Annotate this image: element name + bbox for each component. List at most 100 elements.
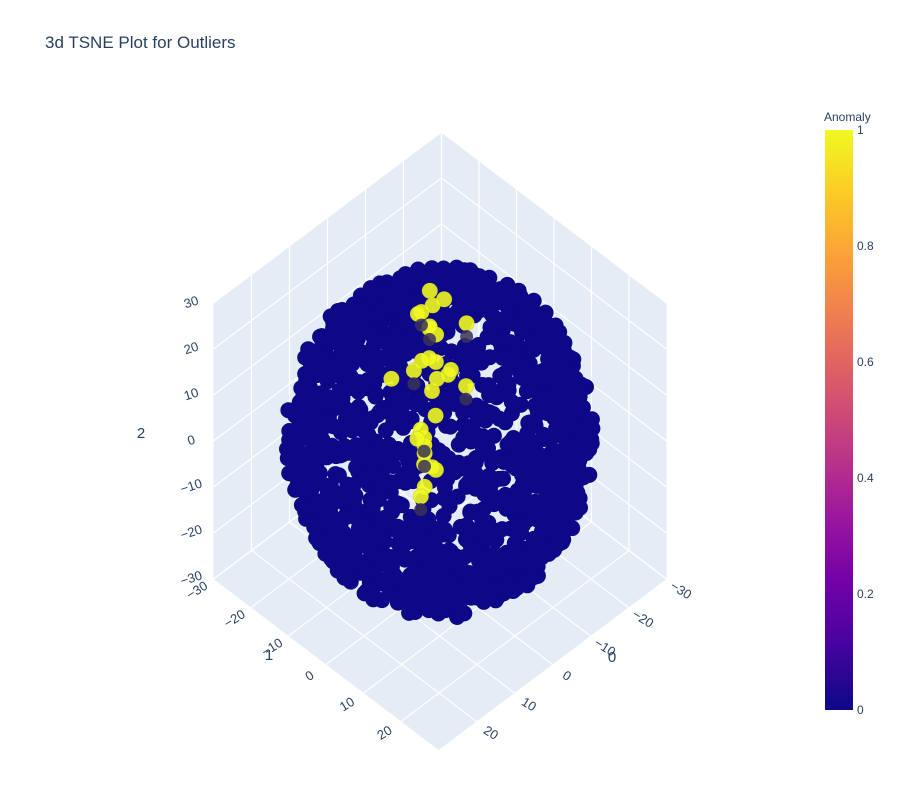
point-normal	[382, 474, 399, 491]
point-normal	[345, 296, 362, 313]
y-axis-title: 1	[265, 647, 273, 664]
point-normal	[433, 310, 449, 327]
point-normal	[359, 356, 376, 373]
point-normal	[442, 418, 459, 435]
point-normal	[490, 470, 507, 487]
point-normal	[550, 534, 567, 551]
point-normal	[486, 329, 503, 346]
point-normal	[393, 400, 410, 417]
point-normal	[497, 579, 514, 595]
point-normal	[419, 557, 436, 574]
point-normal	[560, 464, 577, 481]
point-normal	[555, 349, 572, 366]
point-normal	[468, 397, 485, 414]
point-normal	[481, 387, 498, 403]
point-normal	[304, 453, 321, 470]
point-normal	[502, 558, 519, 575]
point-normal	[367, 388, 384, 405]
point-normal	[455, 416, 472, 433]
point-normal	[525, 530, 542, 547]
point-normal	[556, 451, 573, 468]
point-normal	[358, 526, 375, 543]
x-tick-label: 10	[519, 694, 539, 714]
point-normal	[418, 459, 431, 473]
point-normal	[461, 299, 478, 316]
point-normal	[350, 398, 367, 415]
point-normal	[385, 412, 402, 429]
point-normal	[434, 568, 451, 585]
point-normal	[557, 370, 574, 387]
point-normal	[528, 469, 545, 485]
point-anomaly	[424, 297, 441, 314]
point-normal	[488, 546, 505, 563]
point-normal	[403, 410, 420, 427]
z-axis-title: 2	[137, 425, 145, 442]
point-normal	[414, 503, 428, 517]
point-normal	[413, 542, 430, 559]
grid-line-z	[213, 131, 442, 304]
point-normal	[364, 410, 381, 427]
point-normal	[460, 455, 477, 472]
point-normal	[345, 492, 362, 509]
point-normal	[420, 511, 437, 528]
point-normal	[331, 382, 348, 399]
grid-line-z	[441, 177, 667, 350]
point-normal	[475, 501, 492, 518]
point-normal	[473, 354, 490, 371]
point-normal	[414, 577, 431, 594]
point-normal	[366, 324, 383, 341]
point-normal	[370, 491, 387, 508]
point-normal	[285, 442, 302, 459]
point-normal	[337, 327, 354, 344]
point-normal	[458, 477, 475, 493]
point-normal	[444, 581, 461, 598]
point-normal	[328, 448, 345, 465]
point-normal	[382, 566, 399, 583]
point-anomaly	[427, 407, 444, 424]
point-normal	[542, 472, 559, 489]
point-normal	[441, 553, 458, 570]
z-tick-label: −10	[178, 475, 204, 496]
point-normal	[313, 421, 330, 438]
point-normal	[435, 490, 452, 507]
point-normal	[389, 594, 406, 611]
point-normal	[351, 318, 368, 334]
point-normal	[430, 582, 447, 599]
point-normal	[366, 565, 383, 582]
point-normal	[535, 431, 552, 448]
point-normal	[459, 392, 473, 406]
x-tick-label: −20	[630, 606, 657, 630]
point-normal	[320, 408, 337, 425]
axis-titles: 0 1 2	[137, 425, 616, 666]
z-tick-label: −20	[178, 521, 204, 542]
point-anomaly	[383, 370, 400, 387]
point-normal	[460, 330, 474, 343]
point-normal	[485, 427, 502, 444]
x-tick-label: 0	[560, 667, 574, 684]
grid-line-y	[400, 550, 630, 722]
data-points	[279, 259, 601, 625]
point-normal	[503, 394, 520, 410]
point-normal	[396, 474, 413, 490]
point-normal	[527, 397, 544, 414]
point-normal	[503, 405, 520, 422]
point-normal	[321, 328, 338, 345]
y-tick-label: 20	[374, 722, 394, 742]
point-normal	[488, 531, 505, 548]
grid-line-z	[441, 131, 667, 304]
point-normal	[417, 444, 431, 458]
point-normal	[336, 565, 353, 582]
point-normal	[350, 383, 367, 400]
point-normal	[511, 434, 528, 451]
z-tick-label: −30	[178, 567, 204, 588]
point-normal	[542, 507, 558, 524]
point-normal	[393, 528, 410, 545]
point-normal	[498, 500, 515, 517]
point-normal	[331, 544, 348, 561]
point-normal	[543, 444, 560, 461]
point-normal	[468, 540, 484, 557]
colorbar-tick-label: 0.4	[857, 471, 874, 485]
point-anomaly	[405, 362, 422, 379]
point-normal	[560, 412, 577, 428]
